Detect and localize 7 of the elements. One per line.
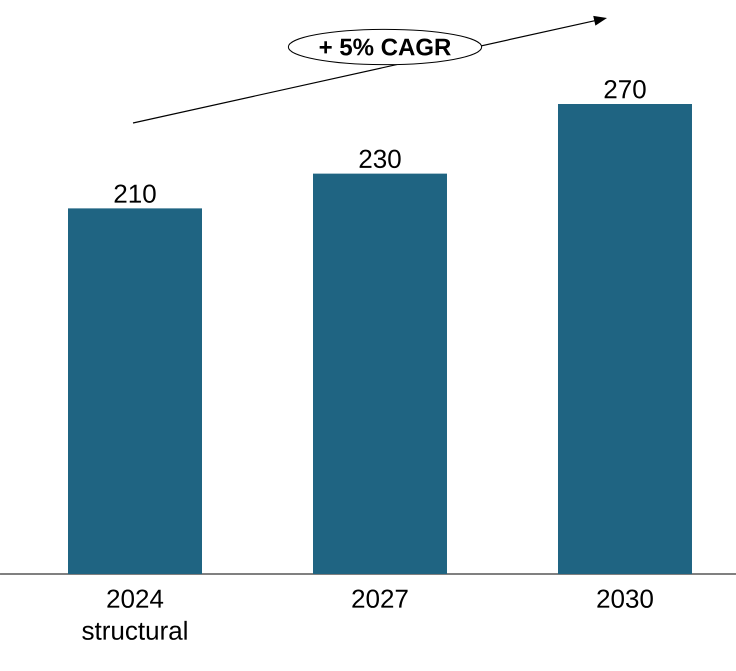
- data-label: 230: [360, 150, 401, 168]
- data-label: 210: [114, 184, 156, 203]
- x-tick-label: 2027: [352, 590, 408, 608]
- data-label: 270: [604, 80, 646, 98]
- text: + 5% CAGR: [320, 38, 451, 56]
- x-tick-label: 2030: [597, 590, 653, 608]
- x-tick-label: 2024 structural: [82, 590, 187, 640]
